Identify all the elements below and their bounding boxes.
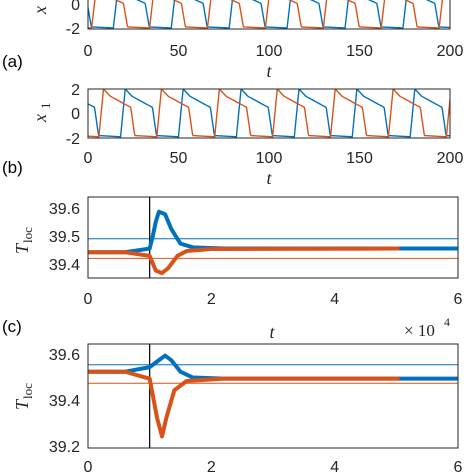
panel-tloc-c-xtick-2: 4 (330, 459, 339, 474)
panel-x1-xlabel: t (266, 168, 272, 188)
panel-x1-ytick-0: 2 (71, 82, 80, 99)
panel-tloc-b-ylabel-sub: loc (20, 227, 35, 243)
panel-x1-axes-box (87, 88, 451, 139)
panel-tloc-c-ylabel: T (12, 398, 32, 410)
panel-top-axes-box (87, 0, 451, 30)
panel-tloc-c-ytick-1: 39.4 (49, 393, 80, 410)
x-multiplier: × 10 4 (404, 315, 450, 340)
panel-top-xlabel: t (266, 61, 272, 81)
panel-tloc-c: 39.6 39.4 39.2 T loc 0 2 4 6 (12, 343, 463, 474)
panel-3-series-orange (88, 369, 400, 439)
panel-tloc-b-ylabel: T (12, 242, 32, 254)
panel-tloc-c-ytick-0: 39.6 (49, 347, 80, 364)
panel-tloc-b-xtick-2: 4 (330, 291, 339, 308)
panel-tloc-b-xtick-0: 0 (84, 291, 93, 308)
panel-2-series-orange (88, 246, 400, 276)
panel-0-series-blue (88, 0, 450, 29)
panel-top-xtick-0: 0 (84, 43, 93, 60)
panel-2-series-blue (88, 209, 458, 255)
panel-top-xtick-3: 150 (346, 43, 373, 60)
panel-top-xtick-2: 100 (256, 43, 283, 60)
panel-tloc-b-xtick-3: 6 (454, 291, 463, 308)
panel-1-series-orange (88, 89, 450, 138)
x-multiplier-text: × 10 (404, 321, 435, 340)
panel-tloc-b-xtick-1: 2 (207, 291, 216, 308)
panel-x1-xtick-3: 150 (346, 150, 373, 167)
panel-x1-ylabel-sub: 1 (38, 103, 53, 110)
panel-a-label: (a) (2, 52, 23, 71)
panel-top-ylabel: x (30, 6, 50, 15)
panel-tloc-c-xtick-3: 6 (454, 459, 463, 474)
panel-x1-ylabel: x (30, 114, 50, 123)
panel-top-xtick-1: 50 (170, 43, 188, 60)
panel-0-series-orange (88, 0, 444, 29)
panel-tloc-c-axes-box (87, 343, 459, 449)
panel-tloc-c-ylabel-sub: loc (20, 383, 35, 399)
panel-x1: 2 0 -2 x 1 0 50 100 150 200 t (30, 82, 463, 188)
panel-1-series-blue (88, 89, 450, 138)
panel-x1-ytick-1: 0 (71, 106, 80, 123)
panel-tloc-b-xlabel: t (269, 322, 275, 342)
panel-tloc-b-ytick-1: 39.5 (49, 229, 80, 246)
panel-top-ytick-0: 0 (71, 0, 80, 14)
panel-top-ytick-1: -2 (66, 21, 80, 38)
panel-x1-xtick-2: 100 (256, 150, 283, 167)
panel-tloc-c-xtick-0: 0 (84, 459, 93, 474)
panel-tloc-c-xtick-1: 2 (207, 459, 216, 474)
panel-x1-xtick-0: 0 (84, 150, 93, 167)
panel-x1-ytick-2: -2 (66, 131, 80, 148)
panel-tloc-b-axes-box (87, 196, 459, 279)
panel-x1-xtick-4: 200 (437, 150, 464, 167)
panel-tloc-b: 39.6 39.5 39.4 T loc 0 2 4 6 t (12, 196, 463, 342)
panel-b-label: (b) (2, 158, 23, 177)
panel-tloc-b-ytick-2: 39.4 (49, 257, 80, 274)
panel-x1-xtick-1: 50 (170, 150, 188, 167)
panel-tloc-b-ytick-0: 39.6 (49, 201, 80, 218)
panel-top-xtick-4: 200 (437, 43, 464, 60)
panel-c-label: (c) (2, 317, 22, 336)
x-multiplier-exponent: 4 (444, 315, 450, 329)
panel-tloc-c-ytick-2: 39.2 (49, 439, 80, 456)
panel-top: 0 -2 x 0 50 100 150 200 t (30, 0, 463, 81)
